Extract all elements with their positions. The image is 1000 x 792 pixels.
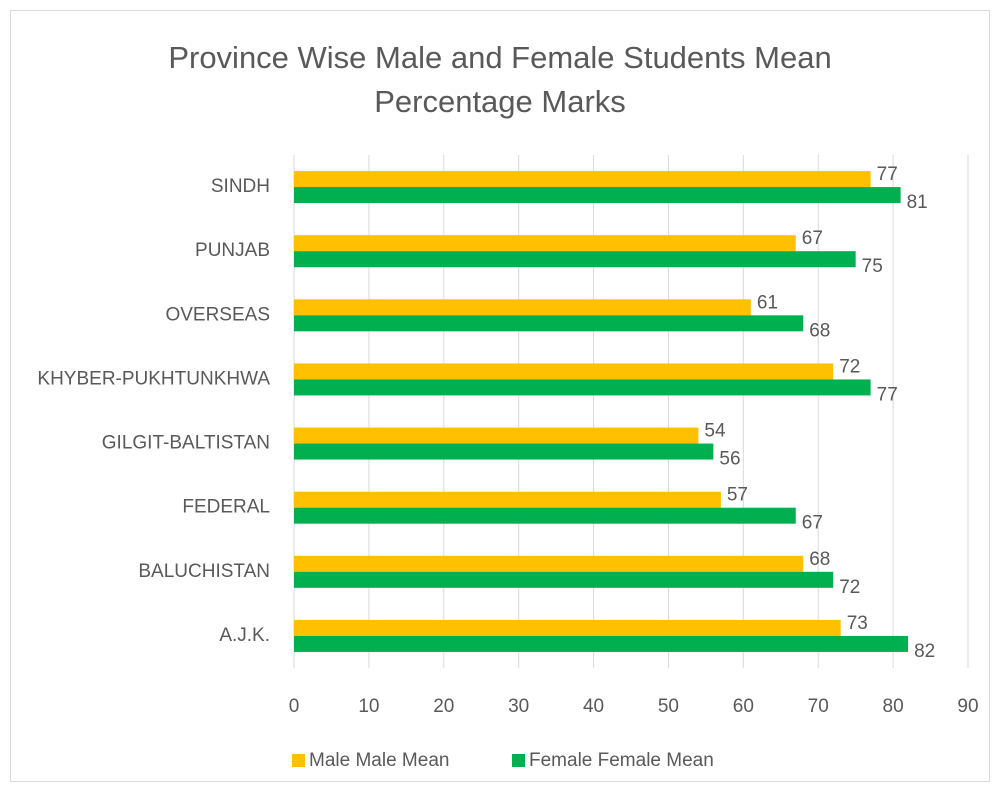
data-label: 56 [719,449,740,470]
data-label: 77 [877,384,898,405]
legend-swatch [292,754,305,767]
data-label: 67 [802,513,823,534]
bar [294,235,796,252]
bar [294,251,856,268]
bar [294,299,751,316]
bar [294,619,841,636]
data-label: 75 [862,256,883,277]
data-label: 67 [802,228,823,249]
y-tick-label: FEDERAL [182,497,270,518]
data-label: 68 [809,320,830,341]
y-tick-label: GILGIT-BALTISTAN [102,433,270,454]
x-tick-label: 70 [808,696,829,717]
x-tick-label: 50 [658,696,679,717]
chart-border [10,10,990,782]
data-label: 73 [847,613,868,634]
bar [294,635,909,652]
y-tick-label: SINDH [211,176,270,197]
bar [294,187,901,204]
y-tick-label: KHYBER-PUKHTUNKHWA [37,368,270,389]
data-label: 77 [877,164,898,185]
bar [294,507,796,524]
data-label: 72 [839,577,860,598]
data-label: 54 [704,421,726,442]
bar [294,363,834,380]
x-tick-label: 0 [289,696,300,717]
x-tick-label: 80 [883,696,904,717]
bar [294,379,871,396]
y-tick-label: OVERSEAS [165,304,270,325]
y-tick-label: BALUCHISTAN [138,561,270,582]
legend-swatch [512,754,525,767]
legend-label: Male Male Mean [309,750,449,771]
x-tick-label: 10 [358,696,379,717]
bar [294,171,871,188]
data-label: 82 [914,641,935,662]
x-tick-label: 60 [733,696,754,717]
x-tick-label: 20 [433,696,454,717]
y-tick-label: PUNJAB [195,240,270,261]
data-label: 81 [907,192,928,213]
bar [294,315,804,332]
x-tick-label: 90 [957,696,978,717]
chart-title: Province Wise Male and Female Students M… [168,40,832,119]
data-label: 57 [727,485,748,506]
bar [294,555,804,572]
y-tick-label: A.J.K. [219,625,270,646]
legend-label: Female Female Mean [529,750,714,771]
bar [294,491,721,508]
x-tick-label: 40 [583,696,604,717]
data-label: 61 [757,292,778,313]
bar [294,571,834,588]
x-tick-label: 30 [508,696,529,717]
bar [294,443,714,460]
data-label: 68 [809,549,830,570]
data-label: 72 [839,356,860,377]
bar [294,427,699,444]
